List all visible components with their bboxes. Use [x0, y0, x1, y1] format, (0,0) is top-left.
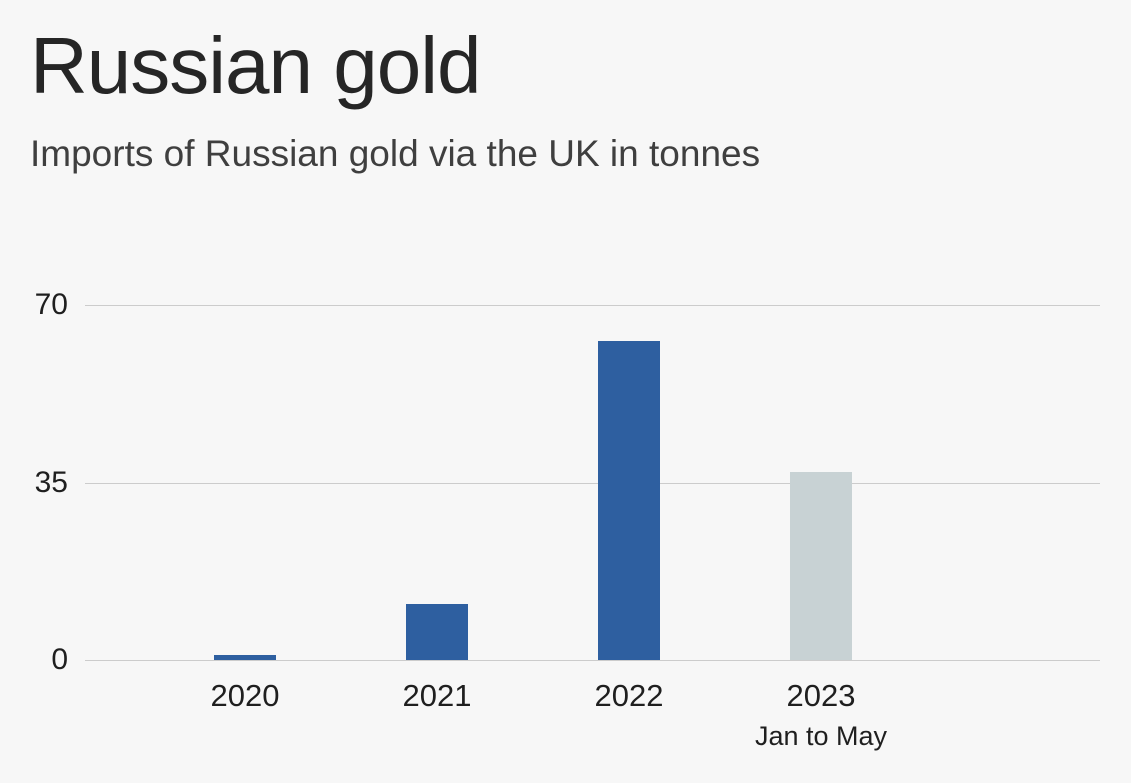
- x-axis-label-2021: 2021: [402, 678, 472, 713]
- x-axis-label-2020: 2020: [210, 678, 280, 713]
- bar-2021: [406, 604, 468, 660]
- x-axis-label-2022: 2022: [594, 678, 664, 713]
- chart-title: Russian gold: [30, 21, 481, 110]
- gridline-0: [85, 660, 1100, 661]
- gridline-35: [85, 482, 1100, 484]
- chart-subtitle: Imports of Russian gold via the UK in to…: [30, 133, 761, 174]
- x-axis-sublabel-2023: Jan to May: [754, 721, 888, 751]
- bar-2022: [598, 340, 660, 660]
- bar-2023: [790, 472, 852, 660]
- y-axis-tick-70: 70: [34, 288, 68, 321]
- y-axis-tick-35: 35: [34, 465, 68, 499]
- y-axis-tick-0: 0: [51, 643, 68, 676]
- gridline-70: [85, 305, 1100, 306]
- x-axis-label-2023: 2023: [786, 678, 856, 713]
- bar-2020: [214, 654, 276, 660]
